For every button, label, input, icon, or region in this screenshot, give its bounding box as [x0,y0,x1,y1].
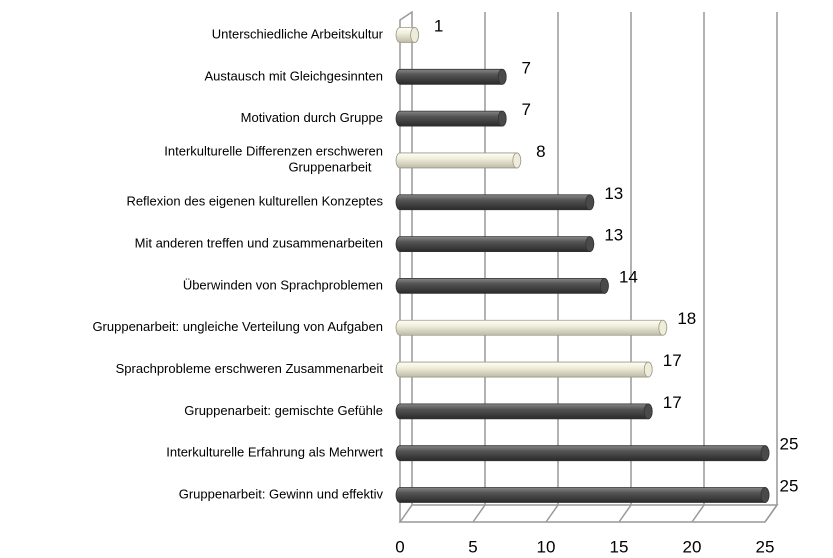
bar [395,487,770,503]
bar [395,319,668,336]
value-label: 25 [780,435,799,454]
grid-line [764,12,778,523]
y-tick-label: Austausch mit Gleichgesinnten [205,68,383,83]
bar-cap [585,236,595,252]
bar-cap [497,110,507,127]
bar-cap [643,403,653,420]
x-tick-label: 25 [756,537,775,556]
bar-cap [585,194,595,211]
bar [395,445,770,462]
grid-line [691,12,705,523]
y-tick-label: Gruppenarbeit: gemischte Gefühle [184,403,383,418]
bar [395,194,595,211]
value-label: 7 [521,100,530,119]
bar-cap [600,278,609,294]
x-tick-label: 15 [610,537,629,556]
x-tick-label: 0 [395,537,404,556]
bar [395,278,609,294]
value-label: 7 [521,58,530,77]
bar [395,403,653,420]
y-tick-label: Unterschiedliche Arbeitskultur [212,26,384,41]
value-label: 1 [434,16,443,35]
y-tick-label: Interkulturelle Differenzen erschweren Gr… [164,144,383,175]
x-tick-label: 5 [468,537,477,556]
bar-cap [760,445,770,462]
y-tick-label: Reflexion des eigenen kulturellen Konzep… [126,194,383,209]
grid-line [618,12,632,523]
value-label: 8 [536,142,545,161]
bar [395,68,507,85]
bar [395,110,507,127]
bar-cap [497,68,507,85]
value-label: 13 [604,226,623,245]
y-tick-label: Sprachprobleme erschweren Zusammenarbeit [116,361,384,376]
bar-cap [512,152,522,169]
value-label: 17 [663,351,682,370]
floor [398,504,779,523]
grid-line [472,12,486,523]
bar-cap [643,361,653,378]
back-wall [399,10,413,522]
y-tick-label: Mit anderen treffen und zusammenarbeiten [135,236,383,251]
value-label: 17 [663,393,682,412]
bar-cap [410,27,420,43]
y-tick-label-line: Gruppenarbeit [288,160,371,175]
value-label: 18 [677,309,696,328]
bar [395,152,522,169]
bar-cap [760,487,770,503]
bar [395,361,653,378]
grid-line [545,12,559,523]
y-tick-label-line: Interkulturelle Differenzen erschweren [164,144,383,159]
value-label: 25 [780,476,799,495]
bar [395,236,595,252]
y-tick-label: Überwinden von Sprachproblemen [183,277,383,292]
value-label: 13 [604,184,623,203]
bar-cap [658,319,668,336]
y-tick-label: Interkulturelle Erfahrung als Mehrwert [166,445,383,460]
y-tick-label: Gruppenarbeit: Gewinn und effektiv [179,486,384,501]
x-tick-label: 20 [683,537,702,556]
value-label: 14 [619,267,638,286]
x-tick-label: 10 [537,537,556,556]
y-tick-label: Gruppenarbeit: ungleiche Verteilung von … [92,319,383,334]
y-tick-label: Motivation durch Gruppe [241,110,383,125]
